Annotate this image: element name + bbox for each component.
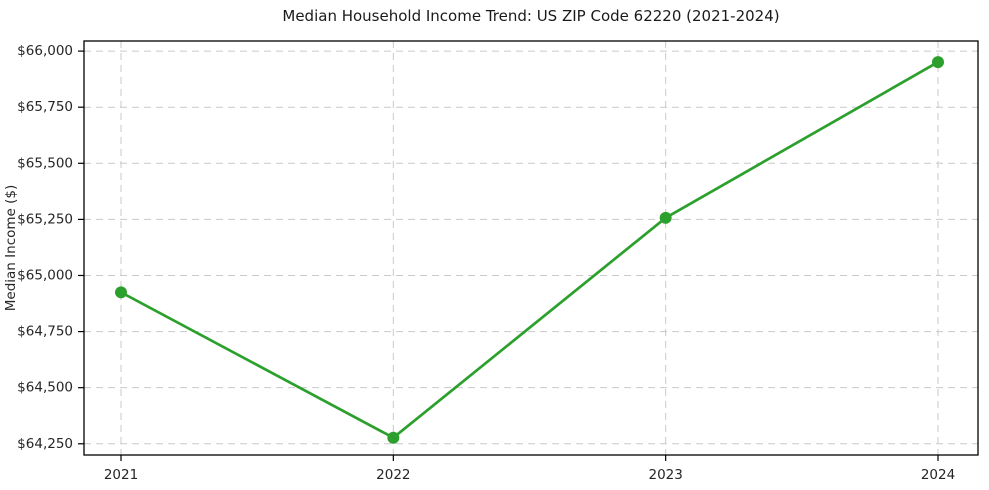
- y-tick-label: $64,500: [17, 380, 73, 396]
- data-point: [387, 431, 400, 444]
- y-tick-label: $65,500: [17, 155, 73, 171]
- x-tick-label: 2023: [648, 467, 682, 483]
- y-tick-label: $64,250: [17, 436, 73, 452]
- data-point: [115, 286, 127, 299]
- chart-layers: $64,250 $64,500 $64,750 $65,000 $65,250 $65,5…: [17, 40, 979, 483]
- x-tick-label: 2024: [921, 467, 955, 483]
- data-point: [932, 56, 944, 69]
- plot-border: [83, 40, 979, 456]
- chart-title: Median Household Income Trend: US ZIP Co…: [282, 7, 779, 25]
- y-tick-label: $66,000: [17, 43, 73, 59]
- y-axis-label: Median Income ($): [3, 185, 19, 311]
- y-tick-label: $64,750: [17, 324, 73, 340]
- data-point: [659, 211, 672, 224]
- trend-line: [119, 60, 940, 440]
- x-tick-label: 2022: [376, 467, 410, 483]
- x-tick-label: 2021: [104, 467, 138, 483]
- y-tick-label: $65,750: [17, 99, 73, 115]
- y-tick-label: $65,000: [17, 267, 73, 283]
- y-tick-label: $65,250: [17, 211, 73, 227]
